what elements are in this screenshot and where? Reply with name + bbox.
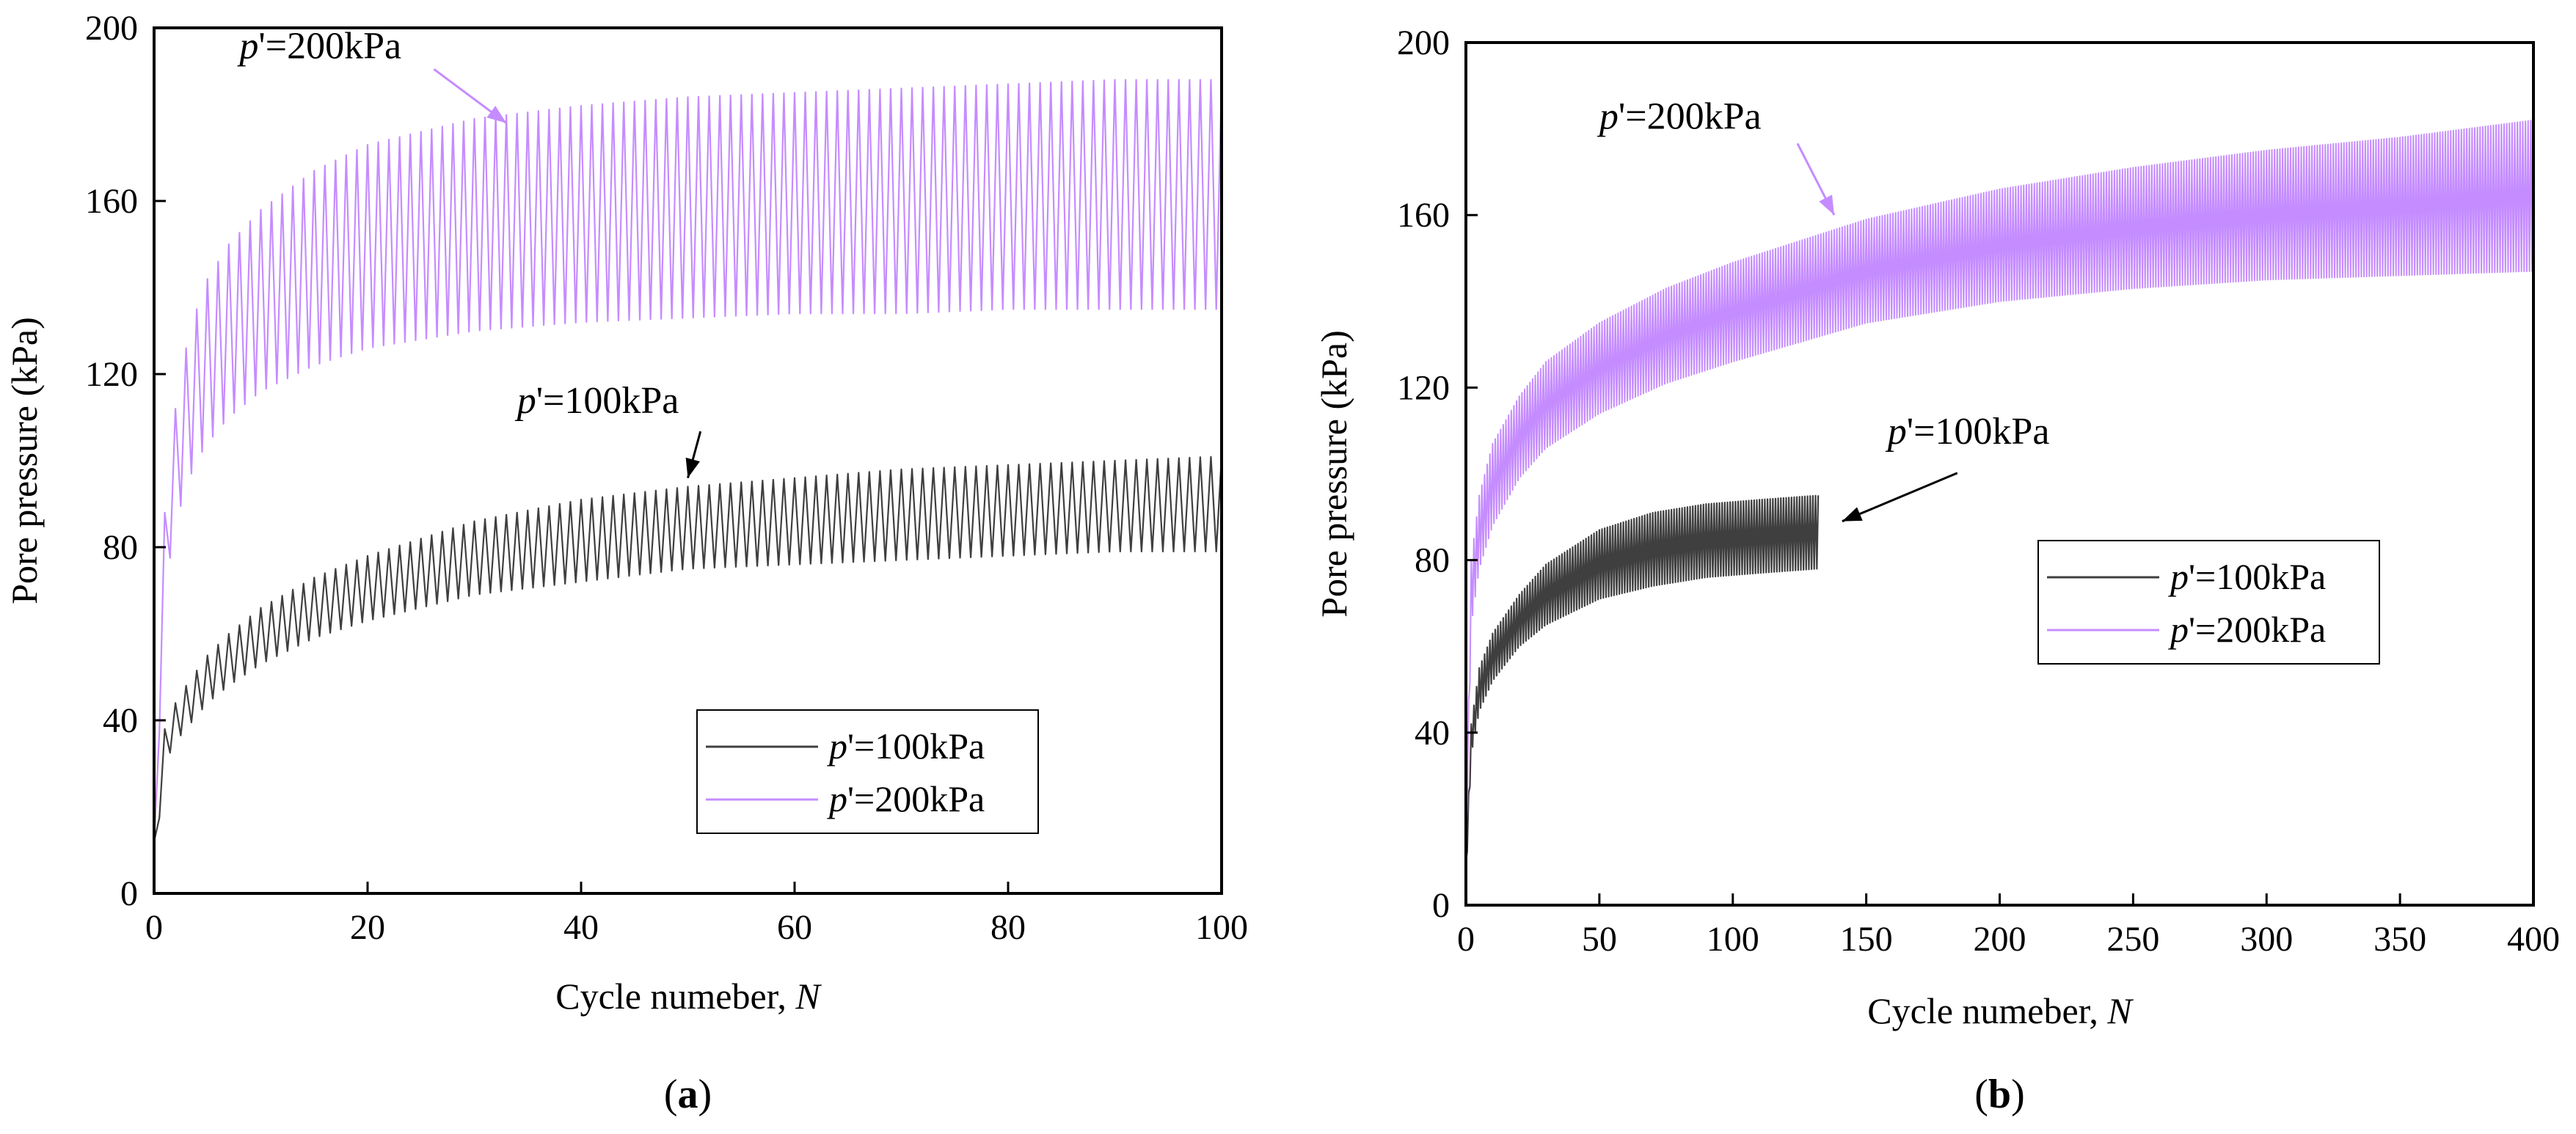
series-p100-line	[153, 456, 1223, 842]
y-tick-label-80: 80	[103, 528, 138, 567]
x-tick-label-0: 0	[145, 908, 163, 947]
y-tick-label-0: 0	[120, 874, 138, 913]
legend-italic-p100: p	[827, 725, 847, 767]
annotation-p200-text: '=200kPa	[258, 25, 401, 67]
plot-frame-a	[153, 26, 1223, 895]
series-p100-line	[1464, 494, 1820, 863]
series-p200-line	[153, 78, 1223, 842]
x-tick-label-60: 60	[777, 908, 812, 947]
y-tick-label-200: 200	[1397, 23, 1450, 62]
annotation-p200-italic: p	[1597, 96, 1619, 138]
x-tick-label-100: 100	[1707, 920, 1759, 959]
annotation-p100-text: '=100kPa	[536, 380, 679, 422]
x-axis-label-italic-b: N	[2106, 990, 2134, 1031]
x-tick-label-100: 100	[1195, 908, 1248, 947]
annotation-p100-arrow-head	[685, 457, 700, 478]
x-tick-label-350: 350	[2374, 920, 2426, 959]
series-layer-a	[153, 78, 1223, 842]
annotation-p100-label: p'=100kPa	[514, 380, 679, 422]
x-tick-label-300: 300	[2240, 920, 2293, 959]
y-tick-label-120: 120	[85, 355, 138, 394]
series-layer-b	[1464, 120, 2534, 863]
panel-label-a: (a)	[664, 1072, 712, 1117]
x-axis-label-text-a: Cycle numeber,	[555, 976, 795, 1017]
x-tick-label-50: 50	[1582, 920, 1617, 959]
series-p200-line	[1465, 120, 2534, 841]
annotation-p200-italic: p	[236, 25, 258, 67]
x-axis-label-b: Cycle numeber, N	[1867, 990, 2134, 1031]
y-tick-label-200: 200	[85, 9, 138, 48]
annotation-p200-arrow-head	[1819, 194, 1834, 216]
annotation-p100-arrow-head	[1842, 507, 1863, 522]
annotation-p100-text: '=100kPa	[1907, 411, 2050, 453]
y-tick-label-160: 160	[1397, 196, 1450, 235]
legend-box	[2037, 540, 2380, 665]
legend-text-p100: '=100kPa	[847, 725, 985, 767]
ticks-layer-b: 0 50 100 150 200 250 300 350 400 0 40 80 120 160 200	[1397, 23, 2560, 959]
legend-text-p200: '=200kPa	[2189, 609, 2326, 650]
x-tick-label-20: 20	[350, 908, 385, 947]
panel-label-b: (b)	[1974, 1072, 2024, 1117]
panel-letter-b: b	[1988, 1072, 2011, 1117]
x-axis-label-a: Cycle numeber, N	[555, 976, 822, 1017]
legend-italic-p200: p	[2168, 609, 2189, 650]
x-tick-label-200: 200	[1974, 920, 2026, 959]
y-tick-label-160: 160	[85, 182, 138, 221]
annotation-p100-arrow-line	[1842, 472, 1958, 523]
x-axis-label-text-b: Cycle numeber,	[1867, 990, 2107, 1031]
legend-italic-p100: p	[2168, 556, 2189, 597]
annotation-p100-label: p'=100kPa	[1885, 411, 2050, 453]
annotation-p200-text: '=200kPa	[1619, 96, 1762, 138]
panel-letter-a: a	[678, 1072, 698, 1117]
y-axis-label-b: Pore pressure (kPa)	[1313, 330, 1354, 618]
legend-label-p200: p'=200kPa	[827, 778, 985, 819]
legend-label-p100: p'=100kPa	[827, 725, 985, 767]
x-tick-label-80: 80	[990, 908, 1026, 947]
y-tick-label-40: 40	[103, 701, 138, 740]
annotation-p100-italic: p	[1885, 411, 1907, 453]
y-tick-label-120: 120	[1397, 368, 1450, 407]
annotation-p100-italic: p	[514, 380, 536, 422]
legend-label-p200: p'=200kPa	[2168, 609, 2326, 650]
annotation-p200-arrow-head	[486, 106, 507, 123]
x-tick-label-400: 400	[2507, 920, 2560, 959]
x-tick-label-0: 0	[1457, 920, 1475, 959]
y-tick-label-80: 80	[1415, 541, 1450, 580]
y-axis-label-a: Pore pressure (kPa)	[4, 317, 45, 604]
annotation-p200-label: p'=200kPa	[236, 25, 401, 67]
x-tick-label-150: 150	[1840, 920, 1893, 959]
y-tick-label-0: 0	[1432, 886, 1450, 925]
annotation-p200-label: p'=200kPa	[1597, 96, 1762, 138]
legend-italic-p200: p	[827, 778, 847, 819]
legend-box	[696, 709, 1039, 834]
ticks-layer-a: 0 20 40 60 80 100 0 40 80 120 160 200	[85, 9, 1248, 947]
legend-label-p100: p'=100kPa	[2168, 556, 2326, 597]
x-axis-label-italic-a: N	[795, 976, 822, 1017]
y-tick-label-40: 40	[1415, 714, 1450, 753]
legend-text-p100: '=100kPa	[2189, 556, 2326, 597]
x-tick-label-40: 40	[563, 908, 599, 947]
legend-text-p200: '=200kPa	[847, 778, 985, 819]
x-tick-label-250: 250	[2106, 920, 2159, 959]
